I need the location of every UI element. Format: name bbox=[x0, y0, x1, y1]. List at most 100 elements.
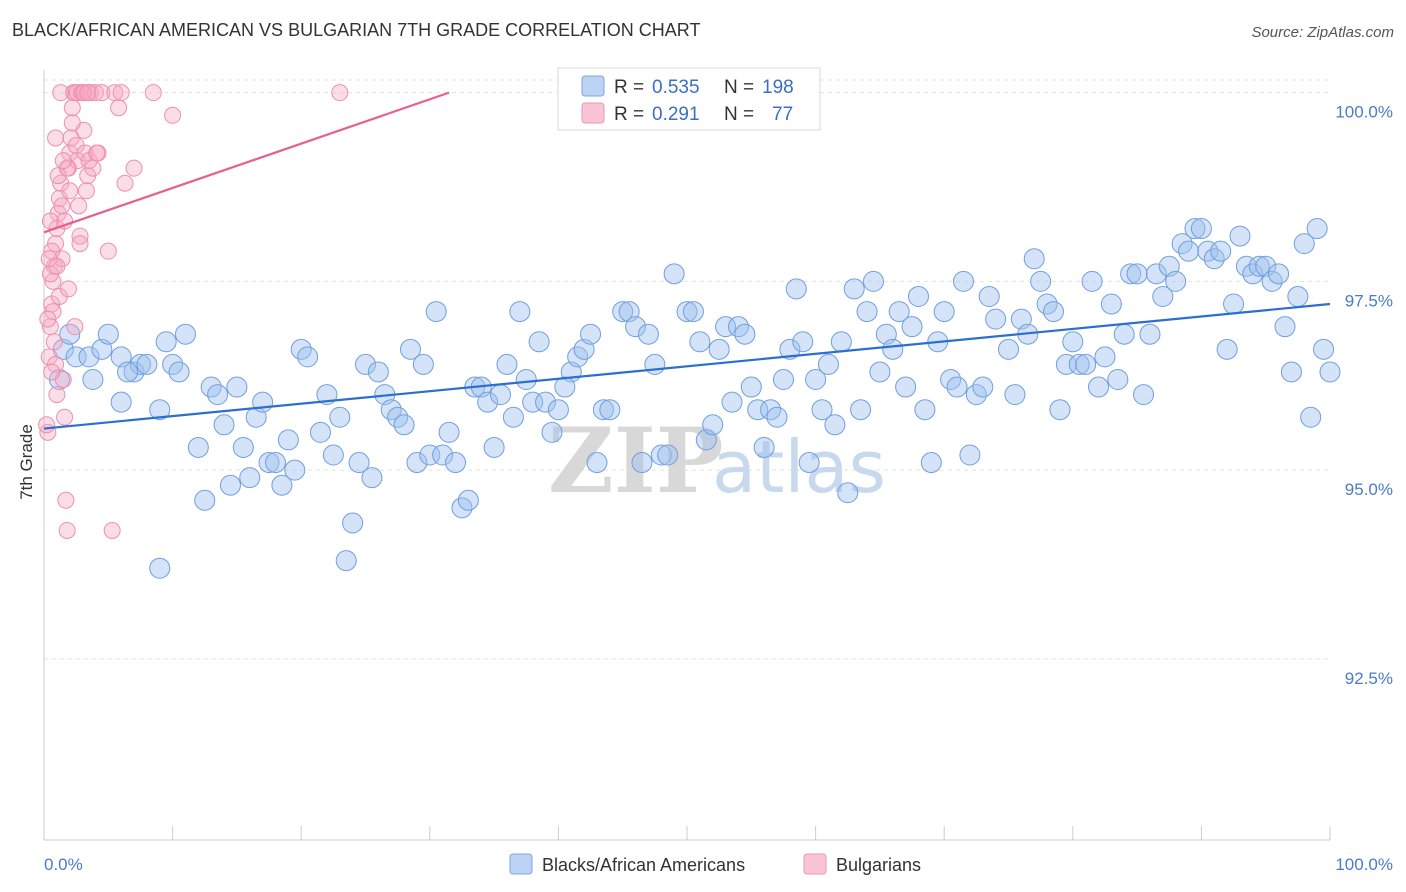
blue-point-32 bbox=[277, 429, 299, 451]
blue-point-14 bbox=[155, 331, 177, 353]
legend-r-value-0: 0.535 bbox=[652, 77, 700, 98]
pink-point-67 bbox=[68, 84, 86, 102]
blue-point-44 bbox=[361, 467, 383, 489]
pink-point-13 bbox=[56, 408, 74, 426]
blue-point-108 bbox=[792, 331, 814, 353]
blue-point-99 bbox=[734, 323, 756, 345]
x-tick-label-max: 100.0% bbox=[1335, 855, 1393, 874]
source-label: Source: ZipAtlas.com bbox=[1251, 24, 1394, 41]
blue-point-167 bbox=[1178, 240, 1200, 262]
blue-point-91 bbox=[682, 301, 704, 323]
series-swatch-pink bbox=[803, 853, 827, 875]
blue-point-154 bbox=[1094, 346, 1116, 368]
series-swatch-blue bbox=[509, 853, 533, 875]
blue-point-162 bbox=[1145, 263, 1167, 285]
blue-point-106 bbox=[779, 338, 801, 360]
blue-point-31 bbox=[271, 474, 293, 496]
blue-point-140 bbox=[1004, 384, 1026, 406]
correlation-legend: R = 0.535 N = 198 R = 0.291 N = 77 bbox=[557, 67, 821, 131]
blue-point-105 bbox=[772, 369, 794, 391]
blue-point-113 bbox=[824, 414, 846, 436]
blue-point-172 bbox=[1210, 240, 1232, 262]
blue-point-5 bbox=[82, 369, 104, 391]
blue-point-153 bbox=[1088, 376, 1110, 398]
pink-point-34 bbox=[84, 159, 102, 177]
blue-point-165 bbox=[1165, 270, 1187, 292]
blue-point-126 bbox=[907, 285, 929, 307]
blue-point-87 bbox=[650, 444, 672, 466]
blue-point-146 bbox=[1043, 301, 1065, 323]
pink-point-37 bbox=[93, 84, 111, 102]
series-label-blacks: Blacks/African Americans bbox=[542, 855, 745, 875]
blue-point-110 bbox=[805, 369, 827, 391]
blue-point-22 bbox=[213, 414, 235, 436]
pink-point-47 bbox=[331, 84, 349, 102]
blue-point-188 bbox=[1313, 338, 1335, 360]
blue-point-77 bbox=[580, 323, 602, 345]
blue-point-36 bbox=[309, 421, 331, 443]
blue-point-192 bbox=[554, 376, 576, 398]
y-tick-label-2: 97.5% bbox=[1345, 291, 1393, 310]
blue-point-185 bbox=[1293, 233, 1315, 255]
axes bbox=[43, 70, 1331, 841]
blue-point-49 bbox=[393, 414, 415, 436]
pink-point-72 bbox=[66, 318, 84, 336]
blue-point-163 bbox=[1152, 285, 1174, 307]
pink-point-68 bbox=[75, 84, 93, 102]
blue-point-149 bbox=[1062, 331, 1084, 353]
blue-point-97 bbox=[721, 391, 743, 413]
blue-point-88 bbox=[657, 444, 679, 466]
blue-point-81 bbox=[612, 301, 634, 323]
blue-point-187 bbox=[1306, 218, 1328, 240]
blue-point-25 bbox=[232, 436, 254, 458]
blue-point-21 bbox=[207, 384, 229, 406]
blue-point-50 bbox=[400, 338, 422, 360]
blue-point-118 bbox=[856, 301, 878, 323]
pink-point-61 bbox=[41, 212, 59, 230]
blue-point-45 bbox=[367, 361, 389, 383]
blue-point-130 bbox=[933, 301, 955, 323]
blue-point-136 bbox=[972, 376, 994, 398]
blue-point-83 bbox=[625, 316, 647, 338]
blue-point-101 bbox=[747, 399, 769, 421]
pink-point-38 bbox=[99, 242, 117, 260]
blue-point-158 bbox=[1120, 263, 1142, 285]
blue-point-90 bbox=[676, 301, 698, 323]
blue-point-63 bbox=[483, 436, 505, 458]
blue-point-143 bbox=[1023, 248, 1045, 270]
blue-point-124 bbox=[895, 376, 917, 398]
blue-point-67 bbox=[509, 301, 531, 323]
blue-point-128 bbox=[920, 452, 942, 474]
x-tick-label-min: 0.0% bbox=[44, 855, 83, 874]
blue-point-16 bbox=[168, 361, 190, 383]
blue-point-125 bbox=[901, 316, 923, 338]
pink-trend-line bbox=[43, 91, 450, 234]
blue-point-66 bbox=[502, 406, 524, 428]
blue-point-92 bbox=[689, 331, 711, 353]
blue-point-144 bbox=[1030, 270, 1052, 292]
legend-swatch-pink bbox=[581, 102, 605, 124]
blue-point-2 bbox=[59, 323, 81, 345]
blue-point-41 bbox=[342, 512, 364, 534]
blue-point-23 bbox=[219, 474, 241, 496]
blue-point-122 bbox=[882, 338, 904, 360]
blue-point-51 bbox=[406, 452, 428, 474]
blue-point-39 bbox=[329, 406, 351, 428]
blue-point-54 bbox=[425, 301, 447, 323]
blue-point-161 bbox=[1139, 323, 1161, 345]
blue-point-53 bbox=[419, 444, 441, 466]
watermark-zip: ZIP bbox=[548, 408, 723, 514]
blue-point-150 bbox=[1068, 353, 1090, 375]
blue-point-33 bbox=[284, 459, 306, 481]
blue-point-78 bbox=[586, 452, 608, 474]
blue-point-189 bbox=[1319, 361, 1341, 383]
pink-point-60 bbox=[39, 310, 57, 328]
legend-n-label-0: N = bbox=[724, 77, 754, 98]
blue-point-147 bbox=[1049, 399, 1071, 421]
blue-point-123 bbox=[888, 301, 910, 323]
blue-point-35 bbox=[297, 346, 319, 368]
pink-point-24 bbox=[70, 197, 88, 215]
blue-point-159 bbox=[1126, 263, 1148, 285]
blue-point-62 bbox=[477, 391, 499, 413]
blue-point-43 bbox=[355, 353, 376, 375]
